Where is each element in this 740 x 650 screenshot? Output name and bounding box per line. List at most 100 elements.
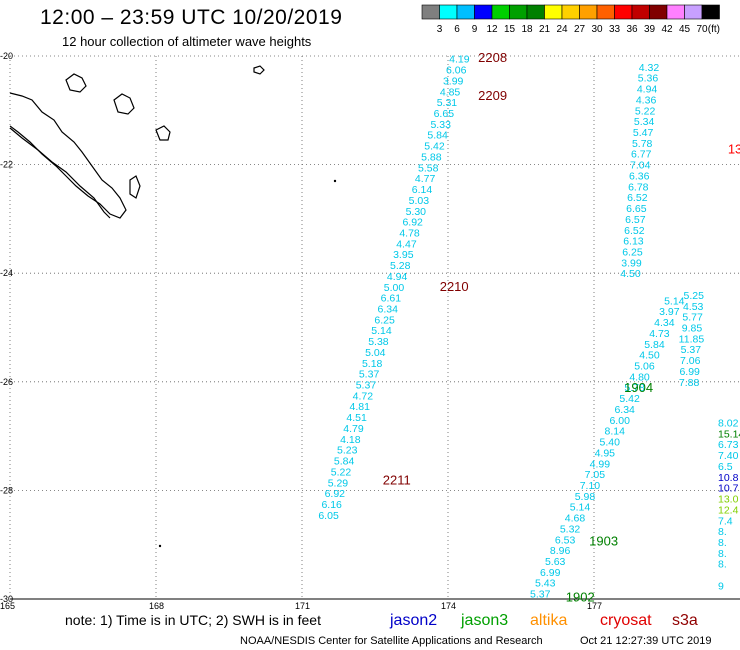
- wave-height-value: 4.19: [449, 54, 470, 66]
- colorbar-tick-label: 45: [679, 24, 691, 35]
- colorbar-tick-label: 33: [609, 24, 621, 35]
- wave-height-value: 4.47: [396, 238, 417, 250]
- lat-tick-label: -30: [0, 594, 13, 604]
- wave-height-value: 5.88: [421, 151, 442, 163]
- satellite-label-altika: altika: [530, 612, 568, 629]
- wave-height-value: 6.14: [412, 184, 433, 196]
- wave-height-value: 7.04: [630, 160, 651, 172]
- wave-height-value: 5.14: [664, 295, 685, 307]
- colorbar-tick-label: 12: [486, 24, 498, 35]
- wave-height-value: 7.40: [718, 450, 739, 462]
- colorbar-tick-label: 3: [437, 24, 443, 35]
- wave-height-value: 5.77: [682, 312, 703, 324]
- wave-height-value: 8.: [718, 559, 727, 571]
- wave-height-value: 8.: [718, 548, 727, 560]
- satellite-label-jason2: jason2: [390, 612, 438, 629]
- wave-height-value: 5.34: [634, 116, 655, 128]
- wave-height-value: 7.10: [580, 480, 601, 492]
- wave-height-value: 6.77: [631, 149, 652, 161]
- wave-height-value: 9.85: [682, 323, 703, 335]
- units-note: note: 1) Time is in UTC; 2) SWH is in fe…: [65, 612, 321, 628]
- wave-height-value: 7.06: [680, 355, 701, 367]
- wave-height-value: 5.06: [634, 361, 655, 373]
- wave-height-value: 9: [718, 580, 724, 592]
- wave-height-value: 5.04: [365, 347, 386, 359]
- wave-height-value: 10.8: [718, 472, 739, 484]
- wave-height-value: 6.25: [374, 314, 395, 326]
- generated-time: Oct 21 12:27:39 UTC 2019: [580, 635, 712, 647]
- wave-height-value: 6.34: [614, 404, 635, 416]
- wave-height-value: 6.92: [325, 488, 346, 500]
- pass-time-label: 2209: [478, 88, 507, 103]
- wave-height-value: 13.0: [718, 494, 739, 506]
- lon-tick-label: 174: [441, 601, 456, 611]
- wave-height-value: 3.95: [393, 249, 414, 261]
- wave-height-value: 4.34: [654, 317, 675, 329]
- wave-height-value: 5.22: [331, 466, 352, 478]
- lat-tick-label: -20: [0, 51, 13, 61]
- wave-height-value: 6.92: [402, 217, 423, 229]
- wave-height-value: 6.34: [378, 303, 399, 315]
- wave-height-value: 5.23: [337, 445, 358, 457]
- wave-height-value: 4.95: [595, 447, 616, 459]
- wave-height-value: 5.37: [359, 369, 380, 381]
- wave-height-value: 8.96: [550, 545, 571, 557]
- wave-height-value: 4.80: [629, 371, 650, 383]
- wave-height-value: 4.72: [353, 390, 374, 402]
- wave-height-value: 3.97: [659, 306, 680, 318]
- page-title: 12:00 – 23:59 UTC 10/20/2019: [40, 6, 343, 29]
- satellite-label-jason3: jason3: [461, 612, 509, 629]
- pass-time-label: 13: [728, 141, 740, 156]
- wave-height-value: 5.29: [328, 477, 349, 489]
- wave-height-value: 6.57: [625, 214, 646, 226]
- satellite-label-s3a: s3a: [672, 612, 698, 629]
- wave-height-value: 4.36: [636, 94, 657, 106]
- wave-height-value: 5.36: [638, 73, 659, 85]
- wave-height-value: 15.14: [718, 428, 740, 440]
- wave-height-value: 5.37: [530, 589, 551, 601]
- wave-height-value: 5.37: [356, 380, 377, 392]
- wave-height-value: 6.65: [626, 203, 647, 215]
- wave-height-value: 6.05: [318, 510, 339, 522]
- wave-height-value: 5.28: [390, 260, 411, 272]
- colorbar-tick-label: 15: [504, 24, 516, 35]
- wave-height-value: 8.14: [605, 426, 626, 438]
- wave-height-value: 5.30: [406, 206, 427, 218]
- wave-height-value: 5.32: [560, 523, 581, 535]
- colorbar-tick-label: 6: [454, 24, 460, 35]
- wave-height-value: 5.47: [633, 127, 654, 139]
- credit-text: NOAA/NESDIS Center for Satellite Applica…: [240, 635, 543, 647]
- wave-height-value: 6.65: [434, 108, 455, 120]
- wave-height-value: 6.16: [321, 499, 342, 511]
- wave-height-value: 7.4: [718, 515, 733, 527]
- wave-height-value: 6.52: [624, 225, 645, 237]
- wave-height-value: 5.40: [600, 437, 621, 449]
- wave-height-value: 7.88: [679, 377, 700, 389]
- coastline: [65, 73, 87, 93]
- wave-height-value: 4.18: [340, 434, 361, 446]
- lon-tick-label: 168: [149, 601, 164, 611]
- islet: [158, 544, 162, 548]
- wave-height-value: 5.84: [427, 130, 448, 142]
- wave-height-value: 4.50: [620, 268, 641, 280]
- wave-height-value: 6.99: [540, 567, 561, 579]
- colorbar-tick-label: 36: [626, 24, 638, 35]
- page-subtitle: 12 hour collection of altimeter wave hei…: [62, 34, 312, 49]
- coastline: [113, 93, 135, 115]
- wave-height-value: 5.78: [632, 138, 653, 150]
- wave-height-value: 5.43: [535, 578, 556, 590]
- wave-height-value: 5.18: [362, 358, 383, 370]
- satellite-label-cryosat: cryosat: [600, 612, 652, 629]
- wave-height-value: 5.37: [681, 344, 702, 356]
- wave-height-value: 4.77: [415, 173, 436, 185]
- wave-height-value: 5.42: [424, 141, 445, 153]
- wave-height-value: 4.73: [649, 328, 670, 340]
- wave-height-value: 7.05: [585, 469, 606, 481]
- wave-height-value: 4.53: [683, 301, 704, 313]
- wave-height-value: 5.78: [624, 382, 645, 394]
- wave-height-value: 4.79: [343, 423, 364, 435]
- lon-tick-label: 171: [295, 601, 310, 611]
- wave-height-value: 5.42: [619, 393, 640, 405]
- wave-height-value: 4.51: [346, 412, 367, 424]
